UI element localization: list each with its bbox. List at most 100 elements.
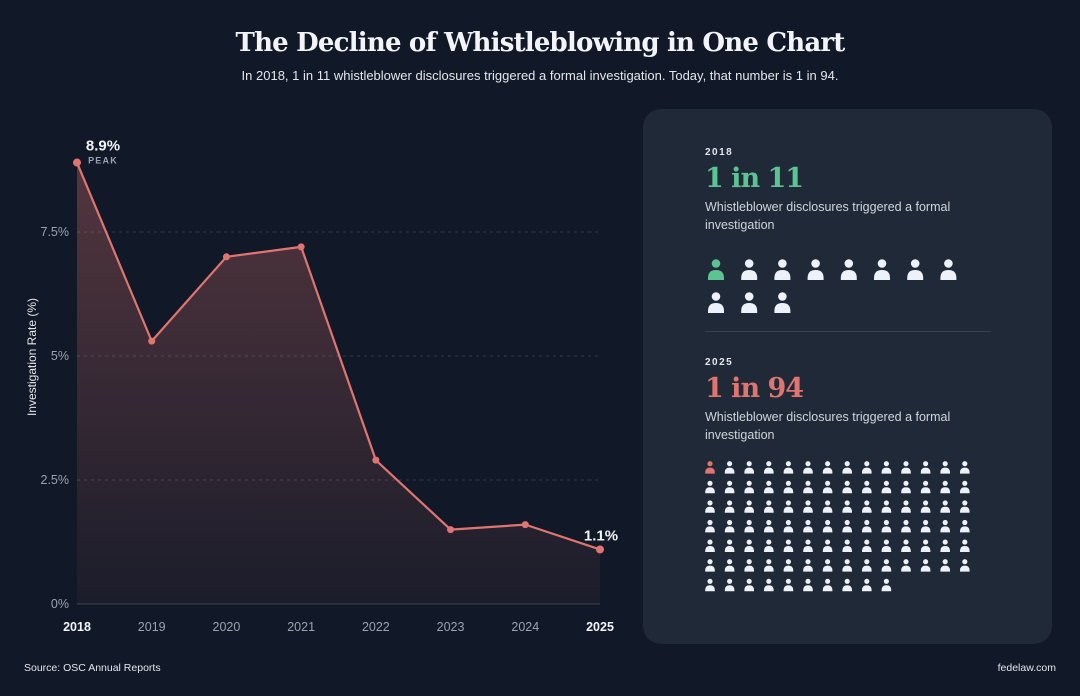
person-icon xyxy=(764,480,774,494)
data-point xyxy=(447,526,455,534)
person-icon xyxy=(862,578,872,592)
data-point xyxy=(148,337,156,345)
person-icon xyxy=(705,500,715,513)
person-icon xyxy=(705,519,715,533)
person-icon xyxy=(940,461,950,474)
x-tick-label: 2025 xyxy=(586,620,614,634)
x-tick-label: 2021 xyxy=(287,620,315,634)
comparison-ratio: 1 in 11 xyxy=(705,163,804,194)
person-icon xyxy=(901,461,911,474)
person-icon xyxy=(881,578,892,592)
person-icon xyxy=(764,539,774,552)
person-icon xyxy=(862,519,872,533)
comparison-description: Whistleblower disclosures triggered a fo… xyxy=(705,200,951,232)
series-line xyxy=(75,162,601,551)
person-icon xyxy=(744,480,754,494)
person-icon xyxy=(920,480,931,494)
person-icon xyxy=(705,461,715,474)
person-icon xyxy=(881,539,892,552)
person-icon xyxy=(724,480,735,494)
data-point xyxy=(372,456,380,464)
person-icon xyxy=(744,500,754,513)
person-icon xyxy=(901,539,911,552)
person-icon xyxy=(881,461,892,474)
comparison-ratio: 1 in 94 xyxy=(705,373,804,404)
x-tick-label: 2022 xyxy=(362,620,390,634)
person-icon xyxy=(881,559,892,572)
person-icon xyxy=(803,480,813,494)
person-icon xyxy=(803,559,813,572)
person-icon xyxy=(764,500,774,513)
person-icon xyxy=(842,480,852,494)
comparison-panel: 2018 1 in 11 Whistleblower disclosures t… xyxy=(643,109,1052,644)
person-icon xyxy=(842,578,852,592)
person-icon xyxy=(741,259,758,280)
data-point xyxy=(596,545,604,554)
person-icon xyxy=(744,461,754,474)
person-icon xyxy=(803,500,813,513)
person-icon xyxy=(764,559,774,572)
person-icon xyxy=(881,519,892,533)
person-icon xyxy=(724,578,735,592)
person-icon xyxy=(705,539,715,552)
person-icon xyxy=(724,559,735,572)
person-icon xyxy=(960,461,970,474)
person-icon xyxy=(842,461,852,474)
comparison-year: 2025 xyxy=(705,357,734,368)
person-icon xyxy=(842,519,852,533)
person-icon xyxy=(705,559,715,572)
person-icon xyxy=(940,259,957,280)
person-icon xyxy=(803,461,813,474)
person-icon xyxy=(744,559,754,572)
person-icon xyxy=(764,519,774,533)
final-value-label: 1.1% xyxy=(584,527,618,544)
person-icon xyxy=(960,539,970,552)
person-icon xyxy=(940,480,950,494)
y-tick-label: 7.5% xyxy=(41,225,70,239)
person-icon xyxy=(940,559,950,572)
person-icon xyxy=(901,519,911,533)
person-icon xyxy=(803,519,813,533)
person-icon xyxy=(822,539,833,552)
x-tick-label: 2018 xyxy=(63,620,91,634)
person-icon xyxy=(881,500,892,513)
person-icon xyxy=(920,500,931,513)
person-icon xyxy=(842,500,852,513)
comparison-2018: 2018 1 in 11 Whistleblower disclosures t… xyxy=(705,147,995,234)
person-icon xyxy=(741,292,758,313)
person-icon xyxy=(840,259,857,280)
comparison-year: 2018 xyxy=(705,147,734,158)
person-icon xyxy=(960,500,970,513)
person-icon xyxy=(940,539,950,552)
person-icon xyxy=(862,461,872,474)
person-icon xyxy=(783,500,794,513)
x-tick-label: 2020 xyxy=(213,620,241,634)
person-icon xyxy=(803,539,813,552)
person-icon xyxy=(960,559,970,572)
person-icon xyxy=(764,578,774,592)
person-icon xyxy=(783,519,794,533)
person-icon xyxy=(901,559,911,572)
source-note: Source: OSC Annual Reports xyxy=(24,662,161,674)
person-icon xyxy=(803,578,813,592)
person-icon xyxy=(822,480,833,494)
comparison-2025: 2025 1 in 94 Whistleblower disclosures t… xyxy=(705,357,995,444)
person-icon xyxy=(744,519,754,533)
person-icon xyxy=(862,480,872,494)
person-icon xyxy=(705,480,715,494)
person-icon xyxy=(774,259,791,280)
person-icon xyxy=(744,539,754,552)
person-icon xyxy=(783,559,794,572)
person-grid-2018 xyxy=(708,259,957,313)
person-icon xyxy=(940,519,950,533)
peak-value-label: 8.9% xyxy=(86,138,120,155)
person-icon xyxy=(960,480,970,494)
person-icon xyxy=(822,559,833,572)
person-icon xyxy=(807,259,824,280)
person-icon xyxy=(783,461,794,474)
area-fill xyxy=(77,162,600,604)
x-tick-label: 2019 xyxy=(138,620,166,634)
peak-sublabel: PEAK xyxy=(88,156,118,166)
person-icon xyxy=(822,500,833,513)
person-icon xyxy=(874,259,890,280)
